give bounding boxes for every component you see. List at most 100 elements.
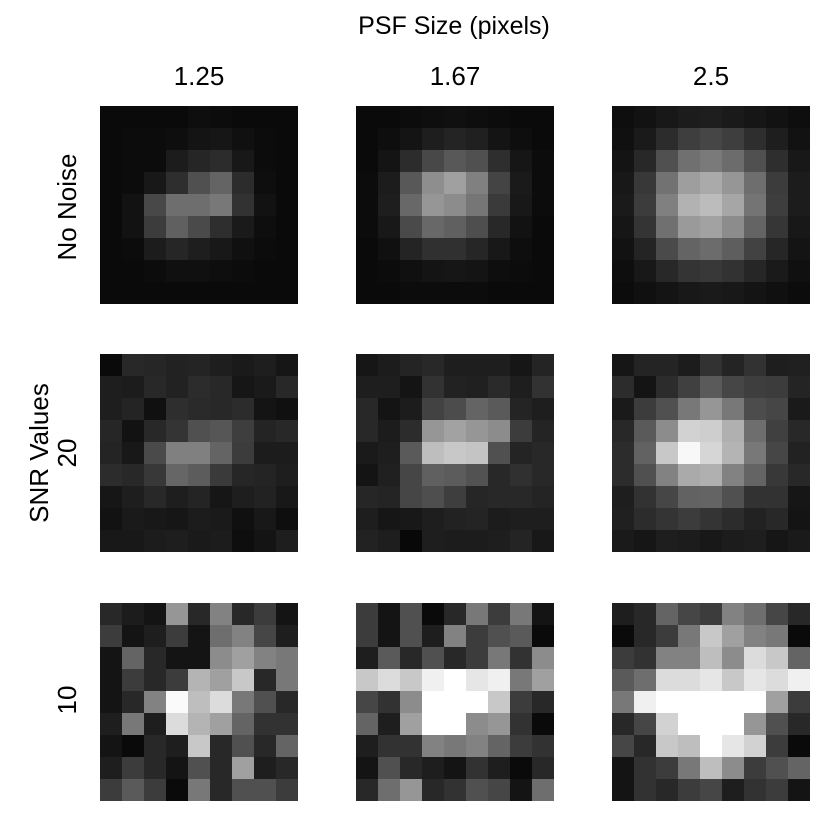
- pixel-cell: [400, 603, 422, 625]
- pixel-cell: [700, 128, 722, 150]
- pixel-cell: [532, 216, 554, 238]
- pixel-cell: [232, 282, 254, 304]
- pixel-cell: [188, 603, 210, 625]
- pixel-cell: [656, 282, 678, 304]
- row-label-no-noise: No Noise: [54, 107, 82, 307]
- pixel-cell: [612, 486, 634, 508]
- pixel-cell: [232, 691, 254, 713]
- pixel-cell: [466, 194, 488, 216]
- pixel-cell: [444, 691, 466, 713]
- column-label-2-5: 2.5: [611, 63, 811, 89]
- pixel-cell: [356, 282, 378, 304]
- pixel-cell: [276, 238, 298, 260]
- pixel-cell: [488, 282, 510, 304]
- pixel-cell: [510, 106, 532, 128]
- pixel-cell: [488, 106, 510, 128]
- pixel-cell: [122, 398, 144, 420]
- pixel-cell: [788, 647, 810, 669]
- pixel-cell: [612, 398, 634, 420]
- pixel-cell: [188, 194, 210, 216]
- pixel-cell: [466, 757, 488, 779]
- pixel-cell: [232, 779, 254, 801]
- pixel-cell: [356, 603, 378, 625]
- pixel-cell: [722, 260, 744, 282]
- pixel-cell: [254, 376, 276, 398]
- pixel-cell: [722, 735, 744, 757]
- pixel-cell: [122, 194, 144, 216]
- pixel-cell: [356, 464, 378, 486]
- pixel-cell: [678, 779, 700, 801]
- pixel-cell: [612, 757, 634, 779]
- pixel-cell: [100, 603, 122, 625]
- pixel-cell: [678, 603, 700, 625]
- pixel-cell: [612, 669, 634, 691]
- pixel-cell: [254, 691, 276, 713]
- pixel-cell: [144, 464, 166, 486]
- pixel-cell: [378, 354, 400, 376]
- pixel-cell: [656, 508, 678, 530]
- pixel-cell: [100, 194, 122, 216]
- pixel-cell: [678, 150, 700, 172]
- pixel-cell: [400, 647, 422, 669]
- pixel-cell: [232, 713, 254, 735]
- pixel-cell: [700, 150, 722, 172]
- pixel-cell: [788, 398, 810, 420]
- pixel-cell: [744, 508, 766, 530]
- pixel-cell: [744, 354, 766, 376]
- pixel-cell: [254, 713, 276, 735]
- pixel-cell: [766, 398, 788, 420]
- pixel-cell: [744, 603, 766, 625]
- pixel-cell: [422, 779, 444, 801]
- pixel-cell: [188, 530, 210, 552]
- pixel-cell: [400, 420, 422, 442]
- pixel-cell: [122, 691, 144, 713]
- pixel-cell: [400, 691, 422, 713]
- pixel-cell: [700, 779, 722, 801]
- pixel-cell: [276, 216, 298, 238]
- pixel-cell: [276, 735, 298, 757]
- pixel-cell: [510, 282, 532, 304]
- pixel-cell: [232, 442, 254, 464]
- pixel-cell: [788, 442, 810, 464]
- pixel-cell: [100, 238, 122, 260]
- pixel-cell: [144, 508, 166, 530]
- pixel-cell: [612, 420, 634, 442]
- pixel-cell: [100, 464, 122, 486]
- pixel-cell: [466, 625, 488, 647]
- pixel-cell: [166, 398, 188, 420]
- pixel-cell: [634, 442, 656, 464]
- pixel-cell: [232, 376, 254, 398]
- pixel-cell: [700, 282, 722, 304]
- pixel-cell: [356, 150, 378, 172]
- pixel-cell: [788, 464, 810, 486]
- pixel-cell: [100, 757, 122, 779]
- pixel-cell: [510, 172, 532, 194]
- pixel-cell: [700, 625, 722, 647]
- pixel-cell: [634, 128, 656, 150]
- pixel-cell: [466, 486, 488, 508]
- pixel-cell: [400, 194, 422, 216]
- pixel-cell: [656, 691, 678, 713]
- pixel-cell: [612, 354, 634, 376]
- pixel-cell: [378, 735, 400, 757]
- pixel-cell: [466, 282, 488, 304]
- pixel-cell: [722, 486, 744, 508]
- pixel-cell: [100, 691, 122, 713]
- pixel-cell: [532, 282, 554, 304]
- pixel-cell: [788, 194, 810, 216]
- pixel-cell: [722, 376, 744, 398]
- pixel-cell: [466, 669, 488, 691]
- pixel-cell: [444, 508, 466, 530]
- pixel-cell: [612, 647, 634, 669]
- pixel-cell: [700, 735, 722, 757]
- pixel-cell: [356, 691, 378, 713]
- pixel-cell: [656, 128, 678, 150]
- pixel-cell: [788, 735, 810, 757]
- pixel-cell: [612, 603, 634, 625]
- pixel-cell: [488, 757, 510, 779]
- pixel-cell: [766, 194, 788, 216]
- pixel-cell: [356, 106, 378, 128]
- pixel-cell: [612, 282, 634, 304]
- pixel-cell: [122, 376, 144, 398]
- pixel-cell: [678, 625, 700, 647]
